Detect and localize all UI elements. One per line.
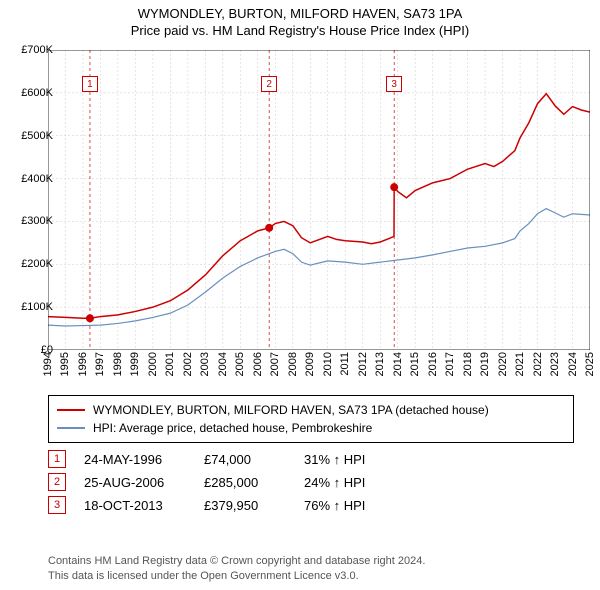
x-tick-label: 2016: [427, 352, 439, 376]
legend-label: HPI: Average price, detached house, Pemb…: [93, 419, 372, 437]
x-tick-label: 2021: [514, 352, 526, 376]
x-tick-label: 1995: [59, 352, 71, 376]
x-tick-label: 2003: [199, 352, 211, 376]
sale-pct: 76% ↑ HPI: [304, 498, 365, 513]
y-tick-label: £400K: [21, 173, 53, 185]
footnote: Contains HM Land Registry data © Crown c…: [48, 554, 590, 584]
x-axis-labels: 1994199519961997199819992000200120022003…: [48, 352, 590, 392]
x-tick-label: 2014: [392, 352, 404, 376]
x-tick-label: 2002: [182, 352, 194, 376]
x-tick-label: 2015: [409, 352, 421, 376]
sale-row: 1 24-MAY-1996 £74,000 31% ↑ HPI: [48, 450, 365, 468]
price-chart: { "title1":"WYMONDLEY, BURTON, MILFORD H…: [0, 0, 600, 590]
legend-label: WYMONDLEY, BURTON, MILFORD HAVEN, SA73 1…: [93, 401, 489, 419]
x-tick-label: 2005: [234, 352, 246, 376]
sale-pct: 24% ↑ HPI: [304, 475, 365, 490]
y-tick-label: £300K: [21, 215, 53, 227]
chart-marker-box: 2: [261, 76, 277, 92]
x-tick-label: 2004: [217, 352, 229, 376]
sale-date: 25-AUG-2006: [84, 475, 204, 490]
x-tick-label: 2023: [549, 352, 561, 376]
x-tick-label: 2000: [147, 352, 159, 376]
chart-title: WYMONDLEY, BURTON, MILFORD HAVEN, SA73 1…: [0, 6, 600, 21]
chart-marker-box: 1: [82, 76, 98, 92]
x-tick-label: 1999: [129, 352, 141, 376]
y-tick-label: £500K: [21, 130, 53, 142]
x-tick-label: 1997: [94, 352, 106, 376]
chart-subtitle: Price paid vs. HM Land Registry's House …: [0, 23, 600, 38]
x-tick-label: 2024: [567, 352, 579, 376]
legend-item: HPI: Average price, detached house, Pemb…: [57, 419, 565, 437]
x-tick-label: 2019: [479, 352, 491, 376]
x-tick-label: 2009: [304, 352, 316, 376]
x-tick-label: 2013: [374, 352, 386, 376]
x-tick-label: 2008: [287, 352, 299, 376]
legend-swatch: [57, 409, 85, 411]
legend-item: WYMONDLEY, BURTON, MILFORD HAVEN, SA73 1…: [57, 401, 565, 419]
sales-table: 1 24-MAY-1996 £74,000 31% ↑ HPI 2 25-AUG…: [48, 445, 365, 519]
plot-area: [48, 50, 590, 350]
sale-row: 3 18-OCT-2013 £379,950 76% ↑ HPI: [48, 496, 365, 514]
x-tick-label: 2011: [339, 352, 351, 376]
x-tick-label: 2020: [497, 352, 509, 376]
x-tick-label: 2022: [532, 352, 544, 376]
x-tick-label: 2006: [252, 352, 264, 376]
sale-row: 2 25-AUG-2006 £285,000 24% ↑ HPI: [48, 473, 365, 491]
y-tick-label: £100K: [21, 301, 53, 313]
chart-marker-box: 3: [386, 76, 402, 92]
y-tick-label: £600K: [21, 87, 53, 99]
legend: WYMONDLEY, BURTON, MILFORD HAVEN, SA73 1…: [48, 395, 574, 443]
sale-price: £74,000: [204, 452, 304, 467]
x-tick-label: 2001: [164, 352, 176, 376]
x-tick-label: 2018: [462, 352, 474, 376]
sale-pct: 31% ↑ HPI: [304, 452, 365, 467]
sale-price: £285,000: [204, 475, 304, 490]
x-tick-label: 2017: [444, 352, 456, 376]
sale-date: 18-OCT-2013: [84, 498, 204, 513]
footnote-line: Contains HM Land Registry data © Crown c…: [48, 554, 590, 569]
x-tick-label: 2025: [584, 352, 596, 376]
sale-marker-box: 2: [48, 473, 66, 491]
footnote-line: This data is licensed under the Open Gov…: [48, 569, 590, 584]
x-tick-label: 2012: [357, 352, 369, 376]
sale-marker-box: 3: [48, 496, 66, 514]
y-tick-label: £700K: [21, 44, 53, 56]
x-tick-label: 2007: [269, 352, 281, 376]
sale-marker-box: 1: [48, 450, 66, 468]
sale-date: 24-MAY-1996: [84, 452, 204, 467]
x-tick-label: 1998: [112, 352, 124, 376]
chart-svg: [48, 50, 590, 350]
y-tick-label: £200K: [21, 258, 53, 270]
x-tick-label: 1996: [77, 352, 89, 376]
x-tick-label: 2010: [322, 352, 334, 376]
y-tick-label: £0: [41, 344, 53, 356]
legend-swatch: [57, 427, 85, 429]
sale-price: £379,950: [204, 498, 304, 513]
